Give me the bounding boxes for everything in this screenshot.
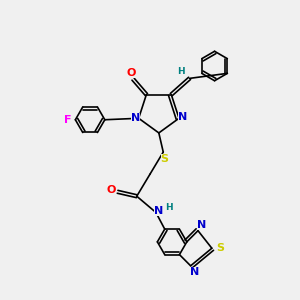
Text: S: S	[216, 243, 224, 253]
Text: H: H	[178, 68, 185, 76]
Text: N: N	[197, 220, 206, 230]
Text: F: F	[64, 115, 72, 125]
Text: O: O	[127, 68, 136, 78]
Text: O: O	[106, 185, 116, 195]
Text: H: H	[165, 202, 173, 211]
Text: N: N	[154, 206, 163, 216]
Text: N: N	[130, 113, 140, 123]
Text: N: N	[178, 112, 187, 122]
Text: S: S	[161, 154, 169, 164]
Text: N: N	[190, 267, 199, 277]
